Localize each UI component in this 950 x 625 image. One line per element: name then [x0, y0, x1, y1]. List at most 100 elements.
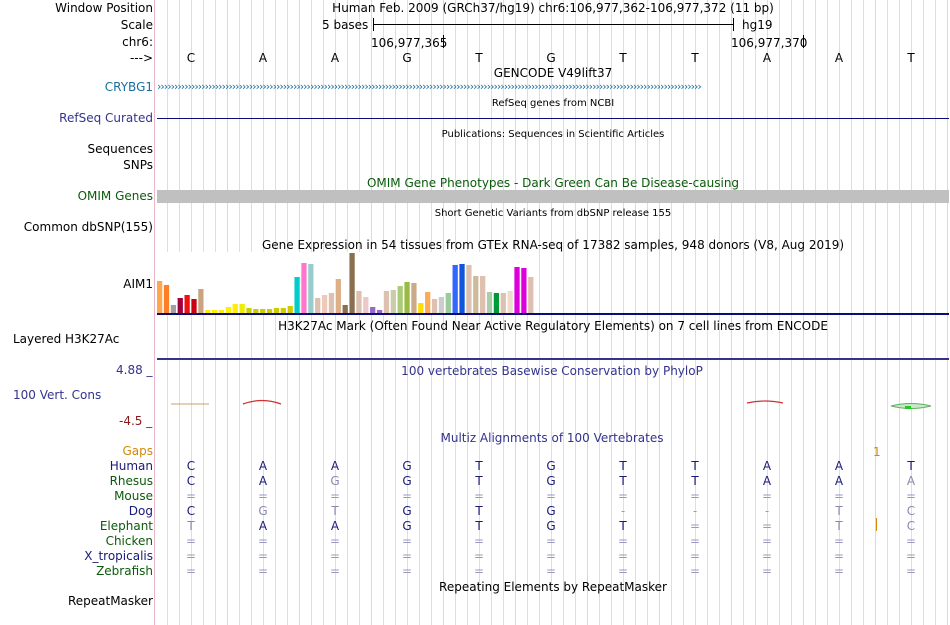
- gtex-tissue-bar[interactable]: [198, 289, 204, 313]
- gtex-tissue-bar[interactable]: [473, 276, 479, 313]
- gtex-tissue-bar[interactable]: [411, 283, 417, 313]
- gtex-tissue-bar[interactable]: [273, 308, 280, 313]
- multiz-title[interactable]: Multiz Alignments of 100 Vertebrates: [440, 431, 664, 445]
- gtex-tissue-bar[interactable]: [514, 267, 520, 313]
- gtex-tissue-bar[interactable]: [280, 308, 286, 313]
- gtex-tissue-bar[interactable]: [500, 293, 506, 313]
- sequence-base[interactable]: T: [691, 51, 699, 65]
- publications-title[interactable]: Publications: Sequences in Scientific Ar…: [441, 129, 665, 140]
- gtex-tissue-bar[interactable]: [253, 309, 259, 313]
- gtex-tissue-bar[interactable]: [376, 310, 383, 313]
- gtex-tissue-bar[interactable]: [466, 265, 472, 313]
- gtex-expression-bars[interactable]: [157, 252, 535, 313]
- gtex-tissue-bar[interactable]: [431, 299, 438, 313]
- crybg1-gene-feature[interactable]: ››››››››››››››››››››››››››››››››››››››››…: [157, 81, 702, 93]
- gtex-tissue-bar[interactable]: [239, 304, 245, 313]
- sequence-base[interactable]: T: [475, 51, 483, 65]
- h3k27ac-title[interactable]: H3K27Ac Mark (Often Found Near Active Re…: [278, 319, 828, 333]
- repeatmasker-title[interactable]: Repeating Elements by RepeatMasker: [439, 580, 667, 594]
- sequence-base[interactable]: A: [330, 51, 340, 65]
- gtex-tissue-bar[interactable]: [218, 310, 225, 313]
- vert-cons-label[interactable]: 100 Vert. Cons: [13, 388, 102, 402]
- gtex-tissue-bar[interactable]: [321, 295, 328, 313]
- species-label-mouse[interactable]: Mouse: [114, 489, 153, 503]
- refseq-curated-label[interactable]: RefSeq Curated: [59, 111, 153, 125]
- gtex-tissue-bar[interactable]: [301, 263, 307, 313]
- gtex-tissue-bar[interactable]: [191, 299, 197, 313]
- snps-label[interactable]: SNPs: [123, 158, 153, 172]
- sequence-base[interactable]: C: [186, 51, 196, 65]
- sequence-base[interactable]: G: [546, 51, 556, 65]
- gtex-tissue-bar[interactable]: [404, 282, 410, 313]
- gtex-tissue-bar[interactable]: [328, 293, 335, 313]
- gtex-tissue-bar[interactable]: [211, 310, 218, 313]
- aim1-gene-label[interactable]: AIM1: [123, 277, 153, 291]
- gtex-tissue-bar[interactable]: [184, 295, 190, 313]
- species-label-rhesus[interactable]: Rhesus: [109, 474, 153, 488]
- gtex-tissue-bar[interactable]: [246, 308, 252, 313]
- sequence-base[interactable]: A: [834, 51, 844, 65]
- common-dbsnp-label[interactable]: Common dbSNP(155): [23, 220, 153, 234]
- species-label-elephant[interactable]: Elephant: [99, 519, 153, 533]
- gaps-label[interactable]: Gaps: [122, 444, 153, 458]
- gtex-tissue-bar[interactable]: [370, 307, 376, 313]
- gtex-tissue-bar[interactable]: [507, 291, 513, 313]
- species-label-dog[interactable]: Dog: [128, 504, 153, 518]
- crybg1-gene-label[interactable]: CRYBG1: [104, 80, 153, 94]
- species-label-human[interactable]: Human: [109, 459, 153, 473]
- gtex-tissue-bar[interactable]: [163, 285, 170, 313]
- gencode-title[interactable]: GENCODE V49lift37: [493, 66, 613, 80]
- gtex-tissue-bar[interactable]: [349, 253, 355, 313]
- species-label-x_tropicalis[interactable]: X_tropicalis: [84, 549, 153, 563]
- gtex-tissue-bar[interactable]: [342, 305, 348, 313]
- gtex-tissue-bar[interactable]: [260, 309, 266, 313]
- gtex-tissue-bar[interactable]: [225, 307, 231, 313]
- gtex-tissue-bar[interactable]: [445, 293, 451, 313]
- species-label-zebrafish[interactable]: Zebrafish: [96, 564, 153, 578]
- gtex-tissue-bar[interactable]: [528, 277, 534, 313]
- gtex-tissue-bar[interactable]: [308, 264, 314, 313]
- gtex-tissue-bar[interactable]: [390, 290, 396, 313]
- sequence-base[interactable]: T: [907, 51, 915, 65]
- gtex-tissue-bar[interactable]: [397, 286, 403, 313]
- gtex-tissue-bar[interactable]: [383, 291, 390, 313]
- refseq-title[interactable]: RefSeq genes from NCBI: [491, 98, 615, 109]
- gtex-tissue-bar[interactable]: [294, 277, 300, 313]
- refseq-gene-feature[interactable]: [157, 118, 949, 119]
- omim-title[interactable]: OMIM Gene Phenotypes - Dark Green Can Be…: [366, 176, 740, 190]
- sequences-label[interactable]: Sequences: [87, 142, 153, 156]
- gtex-tissue-bar[interactable]: [459, 264, 465, 313]
- species-label-chicken[interactable]: Chicken: [105, 534, 153, 548]
- sequence-base[interactable]: G: [402, 51, 412, 65]
- gtex-tissue-bar[interactable]: [438, 297, 445, 313]
- gtex-bar-area[interactable]: [157, 252, 535, 313]
- omim-genes-label[interactable]: OMIM Genes: [77, 189, 153, 203]
- sequence-base[interactable]: A: [258, 51, 268, 65]
- gtex-tissue-bar[interactable]: [315, 298, 321, 313]
- gtex-tissue-bar[interactable]: [170, 305, 177, 313]
- gtex-tissue-bar[interactable]: [266, 309, 273, 313]
- gtex-tissue-bar[interactable]: [493, 293, 500, 313]
- phylop-signal[interactable]: [157, 395, 949, 415]
- sequence-base[interactable]: A: [762, 51, 772, 65]
- gtex-title[interactable]: Gene Expression in 54 tissues from GTEx …: [261, 238, 845, 252]
- gtex-tissue-bar[interactable]: [177, 298, 183, 313]
- gtex-tissue-bar[interactable]: [205, 310, 211, 313]
- phylop-title[interactable]: 100 vertebrates Basewise Conservation by…: [401, 364, 703, 378]
- gtex-tissue-bar[interactable]: [425, 292, 431, 313]
- gtex-tissue-bar[interactable]: [480, 276, 486, 313]
- gtex-tissue-bar[interactable]: [418, 303, 424, 313]
- gtex-tissue-bar[interactable]: [452, 265, 458, 313]
- sequence-base[interactable]: T: [619, 51, 627, 65]
- gtex-tissue-bar[interactable]: [363, 297, 369, 313]
- gtex-tissue-bar[interactable]: [356, 291, 362, 313]
- gtex-tissue-bar[interactable]: [157, 281, 163, 313]
- repeatmasker-label[interactable]: RepeatMasker: [67, 594, 153, 608]
- gtex-tissue-bar[interactable]: [335, 279, 341, 313]
- dbsnp-title[interactable]: Short Genetic Variants from dbSNP releas…: [434, 208, 672, 219]
- gtex-tissue-bar[interactable]: [287, 306, 293, 313]
- gtex-tissue-bar[interactable]: [486, 292, 493, 313]
- gtex-tissue-bar[interactable]: [232, 304, 238, 313]
- gtex-tissue-bar[interactable]: [521, 268, 527, 313]
- omim-phenotype-bar[interactable]: [157, 190, 949, 203]
